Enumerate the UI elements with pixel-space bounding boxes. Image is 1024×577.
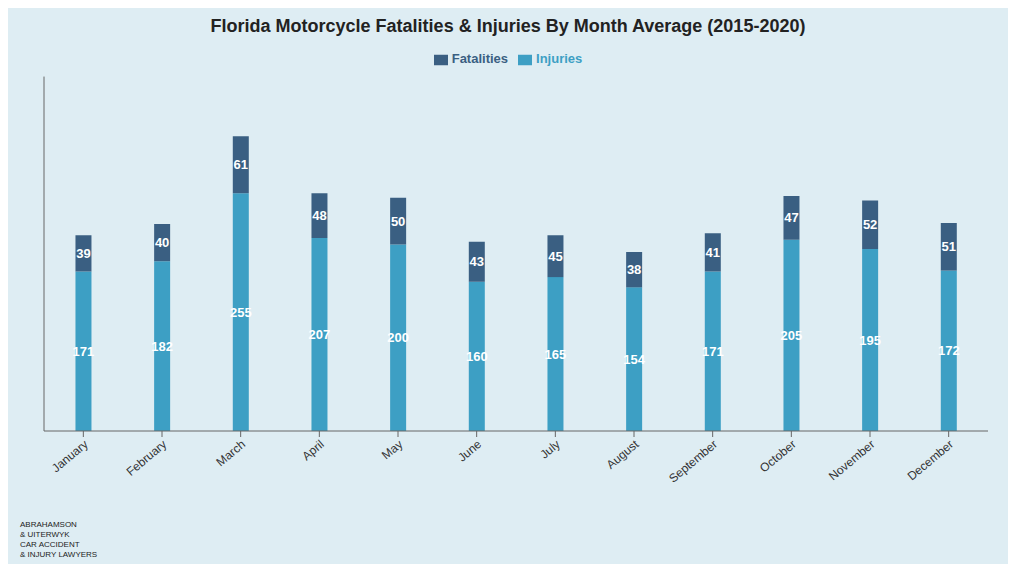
svg-text:45: 45 [548,249,562,264]
svg-text:48: 48 [312,208,326,223]
svg-text:41: 41 [706,245,720,260]
svg-text:August: August [604,437,642,472]
svg-text:51: 51 [942,239,956,254]
svg-text:June: June [455,437,484,465]
html-text:Fatalities: Fatalities [451,51,508,66]
svg-text:December: December [905,437,956,483]
svg-text:171: 171 [702,344,724,359]
svg-text:March: March [214,437,249,469]
svg-text:172: 172 [938,343,960,358]
html-text:ABRAHAMSON: ABRAHAMSON [20,520,77,529]
svg-text:255: 255 [230,305,252,320]
svg-text:50: 50 [391,214,405,229]
svg-text:52: 52 [863,217,877,232]
svg-text:April: April [299,437,326,463]
html-text:& INJURY LAWYERS: & INJURY LAWYERS [20,550,98,559]
html-text:CAR ACCIDENT: CAR ACCIDENT [20,540,80,549]
svg-text:182: 182 [151,339,173,354]
svg-text:165: 165 [545,347,567,362]
svg-text:207: 207 [309,327,331,342]
svg-text:43: 43 [470,254,484,269]
svg-text:195: 195 [859,333,881,348]
svg-text:61: 61 [234,157,248,172]
svg-text:May: May [379,437,405,462]
svg-text:47: 47 [784,210,798,225]
svg-text:January: January [49,437,91,475]
svg-text:February: February [124,437,170,479]
html-text:Injuries: Injuries [536,51,583,66]
svg-text:205: 205 [781,328,803,343]
svg-text:154: 154 [623,352,645,367]
svg-text:200: 200 [387,330,409,345]
svg-text:40: 40 [155,235,169,250]
svg-text:July: July [537,437,562,461]
svg-text:171: 171 [73,344,95,359]
svg-text:November: November [826,437,877,483]
svg-text:September: September [666,437,720,485]
svg-text:39: 39 [76,246,90,261]
svg-text:October: October [757,437,799,475]
svg-text:38: 38 [627,262,641,277]
svg-text:160: 160 [466,349,488,364]
html-text:Florida Motorcycle Fatalities: Florida Motorcycle Fatalities & Injuries… [210,16,806,36]
html-text:& UITERWYK: & UITERWYK [20,530,70,539]
